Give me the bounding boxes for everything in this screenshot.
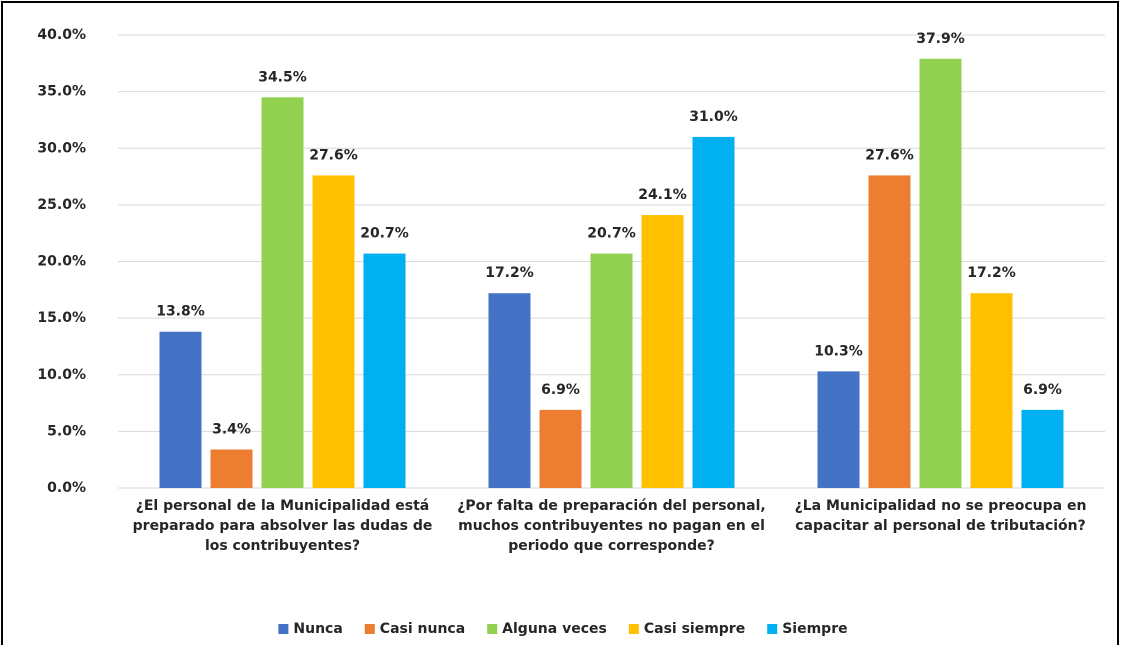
bar: [817, 371, 860, 488]
data-label: 6.9%: [541, 382, 580, 398]
bar: [692, 136, 735, 489]
data-label: 13.8%: [156, 304, 205, 320]
legend: Nunca Casi nunca Alguna veces Casi siempre S…: [278, 621, 848, 637]
legend-marker: [487, 624, 498, 634]
data-label: 10.3%: [814, 343, 863, 359]
legend-marker: [628, 624, 639, 634]
y-tick-label: 25.0%: [37, 197, 86, 213]
bar: [159, 331, 202, 488]
y-tick-label: 20.0%: [37, 254, 86, 270]
bar: [641, 215, 684, 488]
legend-label: Alguna veces: [502, 621, 607, 637]
legend-label: Casi siempre: [644, 621, 745, 637]
x-tick-label-box: ¿La Municipalidad no se preocupa en capa…: [794, 498, 1087, 534]
bar: [363, 253, 406, 488]
legend-label: Casi nunca: [380, 621, 465, 637]
legend-marker: [364, 624, 375, 634]
legend-marker: [278, 624, 289, 634]
legend-label: Siempre: [782, 621, 847, 637]
data-label: 17.2%: [967, 265, 1016, 281]
data-label: 20.7%: [360, 226, 409, 242]
bar: [312, 175, 355, 488]
y-tick-label: 35.0%: [37, 84, 86, 100]
y-tick-label: 10.0%: [37, 367, 86, 383]
x-tick-label-box: ¿El personal de la Municipalidad está pr…: [132, 498, 433, 554]
bar: [1021, 409, 1064, 488]
y-tick-label: 30.0%: [37, 140, 86, 156]
data-label: 37.9%: [916, 31, 965, 47]
data-label: 31.0%: [689, 109, 738, 125]
data-label: 17.2%: [485, 265, 534, 281]
y-tick-label: 40.0%: [37, 27, 86, 43]
x-tick-label: ¿La Municipalidad no se preocupa en capa…: [794, 498, 1087, 534]
x-tick-label: ¿Por falta de preparación del personal, …: [457, 498, 766, 554]
data-label: 27.6%: [309, 147, 358, 163]
data-label: 34.5%: [258, 69, 307, 85]
x-tick-label: ¿El personal de la Municipalidad está pr…: [132, 498, 433, 554]
data-label: 6.9%: [1023, 382, 1062, 398]
bar: [868, 175, 911, 488]
y-tick-label: 5.0%: [47, 423, 86, 439]
bar: [919, 58, 962, 488]
bar: [210, 449, 253, 488]
bar: [590, 253, 633, 488]
legend-label: Nunca: [293, 621, 342, 637]
legend-marker: [767, 624, 778, 634]
x-tick-label-box: ¿Por falta de preparación del personal, …: [457, 498, 766, 554]
bar: [488, 293, 531, 488]
data-label: 24.1%: [638, 187, 687, 203]
bar: [970, 293, 1013, 488]
data-label: 3.4%: [212, 421, 251, 437]
data-label: 20.7%: [587, 226, 636, 242]
data-label: 27.6%: [865, 147, 914, 163]
y-tick-label: 0.0%: [47, 480, 86, 496]
bar: [539, 409, 582, 488]
y-tick-label: 15.0%: [37, 310, 86, 326]
bar: [261, 97, 304, 488]
